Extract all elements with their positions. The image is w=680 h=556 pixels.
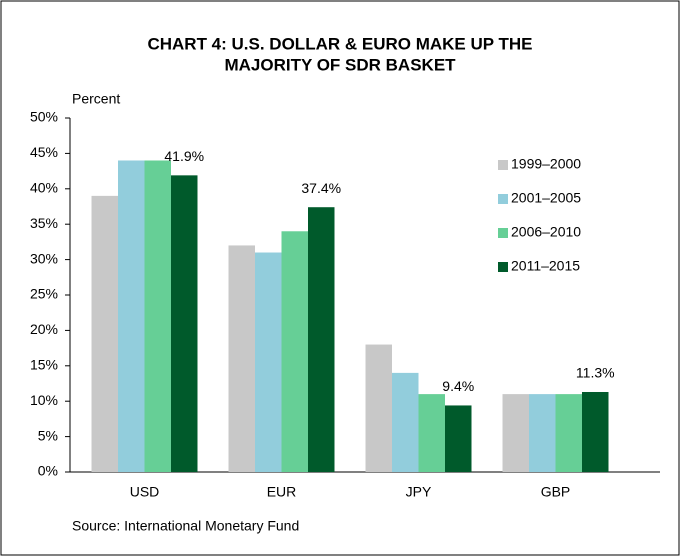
bar: [445, 405, 472, 472]
y-tick-label: 30%: [30, 250, 58, 266]
y-tick-label: 45%: [30, 144, 58, 160]
bar: [392, 372, 419, 472]
y-axis-label: Percent: [72, 91, 120, 107]
y-tick-label: 10%: [30, 392, 58, 408]
y-tick-label: 50%: [30, 109, 58, 125]
y-tick-label: 40%: [30, 180, 58, 196]
source-note: Source: International Monetary Fund: [72, 518, 299, 534]
x-tick-label: EUR: [267, 484, 297, 500]
value-label: 41.9%: [164, 148, 204, 164]
bar: [171, 175, 198, 472]
y-tick-label: 35%: [30, 215, 58, 231]
bar: [144, 160, 171, 473]
legend-label: 1999–2000: [511, 156, 581, 172]
legend-swatch: [498, 262, 508, 272]
bar: [91, 195, 118, 472]
bar: [502, 394, 529, 472]
value-label: 11.3%: [576, 365, 615, 381]
chart-title: CHART 4: U.S. DOLLAR & EURO MAKE UP THE: [147, 34, 532, 53]
y-tick-label: 20%: [30, 321, 58, 337]
bar: [281, 231, 308, 472]
bar: [228, 245, 255, 472]
bar: [308, 207, 335, 472]
value-label: 9.4%: [442, 378, 474, 394]
x-tick-label: JPY: [406, 484, 432, 500]
x-tick-label: GBP: [541, 484, 571, 500]
bar: [418, 394, 445, 472]
value-label: 37.4%: [301, 180, 341, 196]
legend-swatch: [498, 160, 508, 170]
legend-label: 2001–2005: [511, 190, 581, 206]
bar: [555, 394, 582, 472]
legend-label: 2011–2015: [511, 258, 580, 274]
chart-title: MAJORITY OF SDR BASKET: [224, 55, 456, 74]
y-tick-label: 15%: [30, 357, 58, 373]
y-tick-label: 0%: [38, 463, 58, 479]
y-tick-label: 5%: [38, 427, 58, 443]
legend-swatch: [498, 228, 508, 238]
y-tick-label: 25%: [30, 286, 58, 302]
legend-label: 2006–2010: [511, 224, 581, 240]
bar: [118, 160, 145, 473]
bar: [255, 252, 282, 472]
bar: [582, 391, 609, 472]
bar: [365, 344, 392, 472]
bar: [529, 394, 556, 472]
legend-swatch: [498, 194, 508, 204]
x-tick-label: USD: [130, 484, 160, 500]
